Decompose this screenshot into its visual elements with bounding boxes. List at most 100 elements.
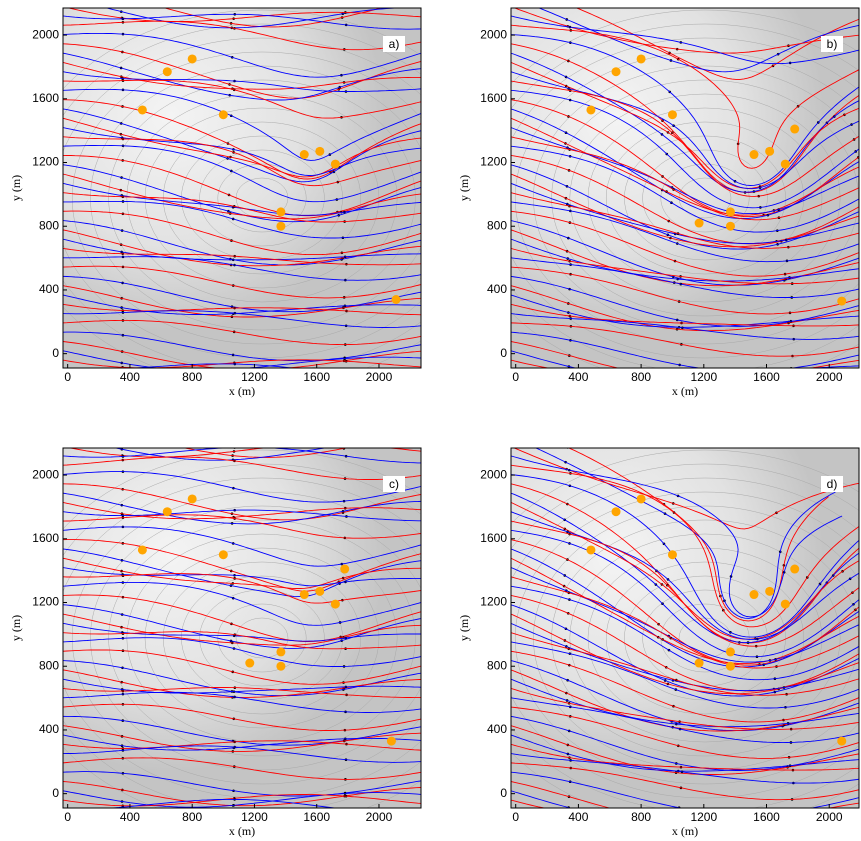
streamline — [63, 265, 421, 299]
data-point — [667, 550, 677, 560]
panel: 0 400 800 1200 1600 2000 0 400 800 1200 1600 2000 x … — [9, 434, 460, 838]
arrow-head — [450, 93, 453, 96]
y-tick-label: 400 — [39, 722, 59, 736]
data-point — [780, 159, 790, 169]
contour — [533, 505, 859, 771]
streamline — [182, 448, 349, 458]
panel-label: d) — [827, 477, 838, 491]
data-point — [837, 736, 847, 746]
streamline — [511, 257, 859, 298]
data-point — [790, 124, 800, 134]
y-tick-label: 0 — [52, 786, 59, 800]
streamline — [511, 80, 859, 197]
arrow-head — [121, 434, 124, 437]
arrow-head — [447, 594, 450, 597]
x-tick-label: 1200 — [241, 370, 268, 384]
streamline — [63, 660, 421, 697]
panel: 0 400 800 1200 1600 2000 0 400 800 1200 1600 2000 x … — [457, 7, 860, 419]
streamline — [63, 509, 421, 522]
arrow-head — [451, 214, 454, 217]
streamline — [63, 771, 421, 797]
panel-label-box — [821, 476, 843, 492]
contour — [551, 79, 859, 317]
streamline — [511, 34, 859, 186]
arrow-head — [457, 695, 460, 698]
x-axis-label: x (m) — [229, 824, 255, 838]
arrow-head — [453, 568, 456, 571]
streamline — [511, 697, 859, 744]
data-point — [694, 218, 704, 228]
streamline — [63, 285, 421, 318]
arrow-head — [454, 338, 457, 341]
arrow-head — [677, 819, 680, 822]
streamline — [511, 182, 859, 244]
streamline — [63, 173, 421, 220]
streamline — [511, 548, 859, 668]
x-axis-label: x (m) — [672, 824, 698, 838]
arrow-head — [680, 372, 683, 375]
arrow-head — [453, 33, 456, 36]
streamline — [63, 456, 421, 480]
contour — [90, 505, 421, 771]
y-tick-label: 0 — [500, 346, 507, 360]
contour — [511, 23, 859, 368]
arrow-head — [456, 811, 459, 814]
streamline — [63, 43, 421, 99]
arrow-head — [457, 25, 460, 28]
arrow-head — [344, 828, 347, 831]
x-tick-label: 0 — [64, 370, 71, 384]
panel-label: c) — [389, 477, 399, 491]
data-point — [780, 599, 790, 609]
arrow-head — [447, 557, 450, 560]
panel-label: a) — [389, 37, 400, 51]
streamline — [63, 164, 421, 223]
data-point — [837, 296, 847, 306]
arrow-head — [790, 369, 793, 372]
streamline — [511, 303, 859, 327]
data-point — [725, 647, 735, 657]
arrow-head — [569, 832, 572, 835]
streamline — [63, 725, 421, 752]
arrow-head — [455, 468, 458, 471]
contour — [624, 575, 786, 701]
arrow-head — [793, 826, 796, 829]
streamline — [63, 229, 421, 267]
streamline — [63, 548, 421, 598]
x-axis-label: x (m) — [229, 384, 255, 398]
data-point — [391, 295, 401, 305]
arrow-head — [448, 66, 451, 69]
x-tick-label: 0 — [64, 810, 71, 824]
panel-label: b) — [827, 37, 838, 51]
x-tick-label: 400 — [568, 370, 588, 384]
streamline — [63, 256, 421, 281]
arrow-head — [444, 181, 447, 184]
streamline — [511, 201, 859, 263]
arrow-head — [570, 391, 573, 394]
streamline — [63, 790, 421, 808]
streamline — [511, 71, 859, 190]
arrow-head — [792, 371, 795, 374]
streamline — [534, 448, 836, 619]
streamline — [63, 192, 421, 223]
streamline — [511, 322, 859, 357]
streamline — [511, 650, 859, 723]
arrow-head — [122, 825, 125, 828]
streamline — [511, 15, 859, 65]
contour — [624, 135, 786, 261]
streamline — [511, 771, 859, 808]
streamline — [63, 127, 421, 176]
arrow-head — [791, 416, 794, 419]
contour — [515, 491, 859, 785]
streamline — [63, 514, 421, 539]
x-tick-label: 1200 — [241, 810, 268, 824]
streamline — [511, 248, 859, 285]
arrow-head — [233, 814, 236, 817]
arrow-head — [457, 313, 460, 316]
data-point — [245, 658, 255, 668]
y-axis-label: y (m) — [457, 175, 471, 201]
y-tick-label: 1600 — [32, 531, 59, 545]
arrow-head — [456, 17, 459, 20]
contour — [199, 589, 325, 687]
x-tick-label: 0 — [512, 370, 519, 384]
contour — [217, 163, 307, 233]
